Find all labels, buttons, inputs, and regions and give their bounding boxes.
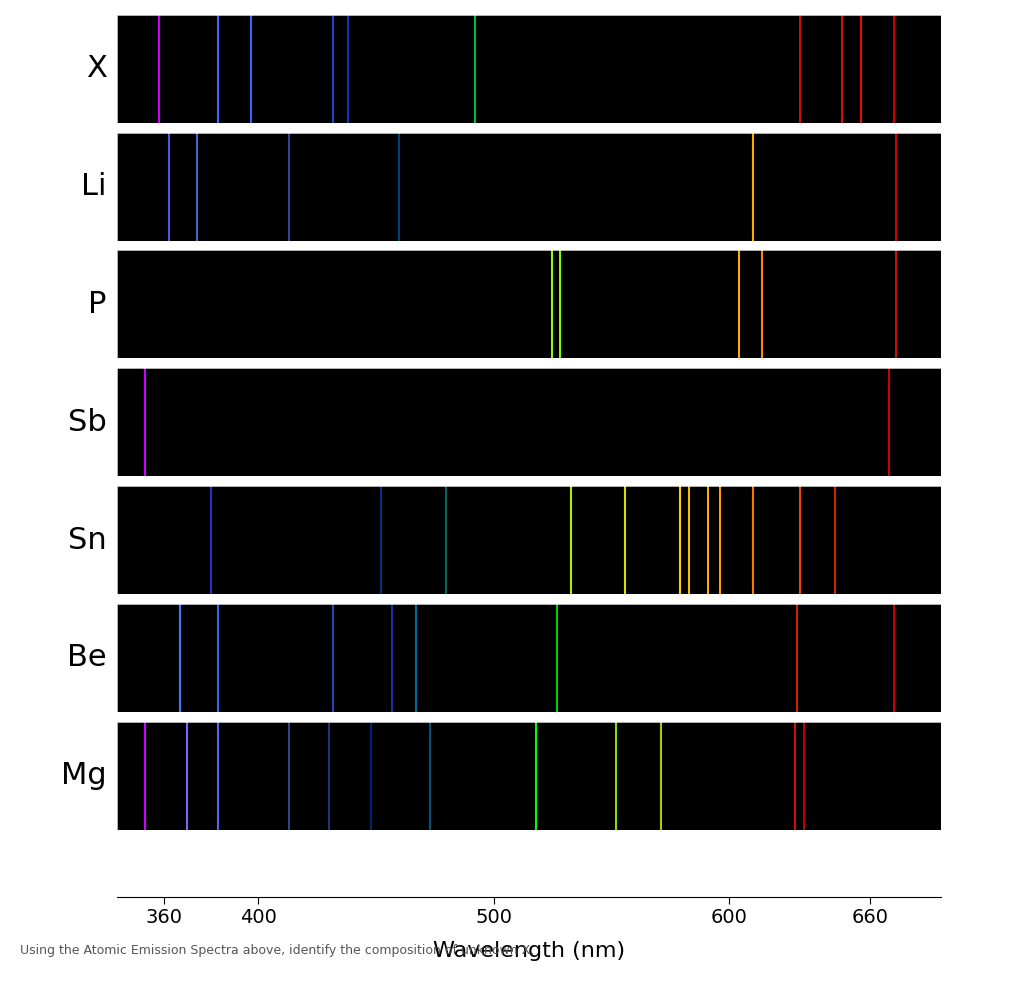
Text: Sb: Sb xyxy=(68,408,106,437)
Text: P: P xyxy=(88,290,106,319)
X-axis label: Wavelength (nm): Wavelength (nm) xyxy=(433,942,625,961)
Text: Sn: Sn xyxy=(68,525,106,555)
Text: Mg: Mg xyxy=(60,761,106,791)
Text: Be: Be xyxy=(67,643,106,673)
Text: Using the Atomic Emission Spectra above, identify the composition of unknown X.: Using the Atomic Emission Spectra above,… xyxy=(20,945,535,957)
Text: X: X xyxy=(86,54,106,83)
Text: Li: Li xyxy=(81,172,106,201)
